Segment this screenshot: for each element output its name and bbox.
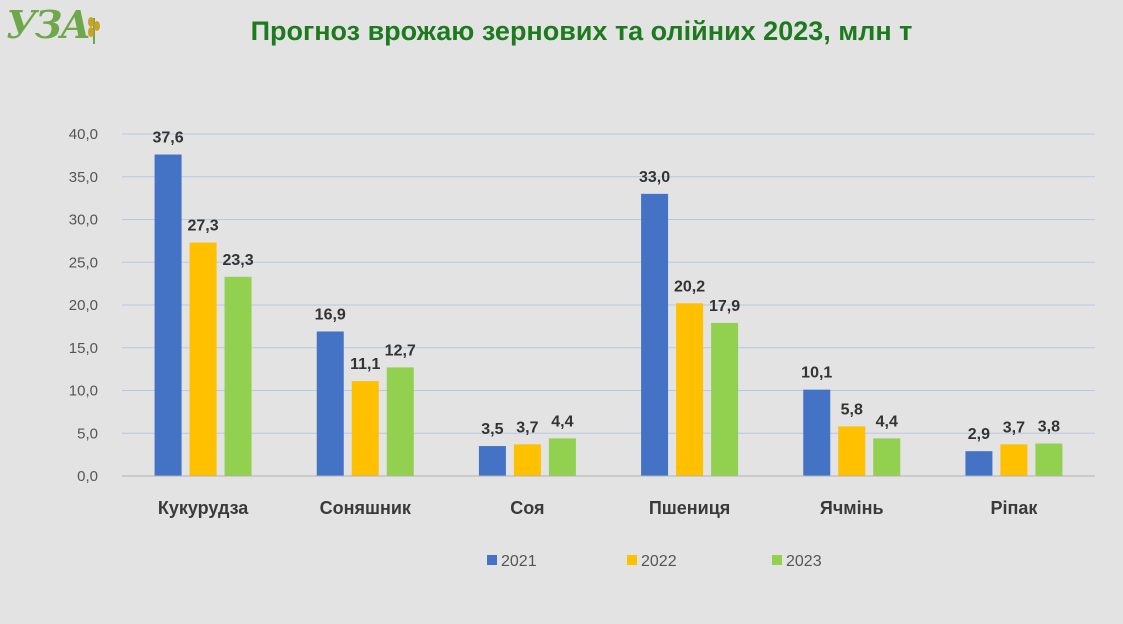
y-tick-label: 15,0	[69, 340, 98, 357]
legend-swatch	[487, 555, 497, 565]
bar	[641, 193, 669, 476]
data-label: 23,3	[223, 252, 254, 269]
y-tick-label: 0,0	[77, 468, 98, 485]
data-label: 5,8	[841, 401, 863, 418]
x-tick-label: Пшениця	[649, 498, 730, 518]
data-label: 4,4	[876, 413, 898, 430]
x-axis: Кукурудза Соняшник Соя Пшениця Ячмінь Ріпак	[122, 475, 1095, 518]
logo-text: УЗА	[6, 2, 91, 47]
y-tick-label: 10,0	[69, 383, 98, 400]
data-label: 11,1	[350, 356, 380, 373]
data-label: 20,2	[674, 278, 705, 295]
legend: 2021 2022 2023	[487, 553, 822, 570]
y-axis: 0,0 5,0 10,0 15,0 20,0 25,0 30,0 35,0 40,0	[69, 126, 98, 485]
bar	[965, 451, 993, 476]
bar	[513, 444, 541, 476]
wheat-icon	[88, 16, 101, 44]
data-label: 3,7	[1003, 419, 1025, 436]
data-label: 2,9	[968, 426, 990, 443]
bar	[676, 303, 704, 476]
legend-swatch	[772, 555, 782, 565]
bar	[1000, 444, 1028, 476]
x-tick-label: Ячмінь	[820, 498, 884, 518]
data-labels: 37,6 27,323,3 16,9 11,1 12,7 3,5 3,7 4,4 33,0 20,…	[153, 130, 1061, 444]
data-label: 17,9	[709, 298, 740, 315]
bar	[711, 322, 739, 476]
bar	[803, 389, 831, 476]
bar	[189, 242, 217, 476]
bar	[548, 438, 576, 476]
y-tick-label: 25,0	[69, 254, 98, 271]
y-tick-label: 5,0	[77, 425, 98, 442]
bar	[1035, 443, 1063, 476]
x-tick-label: Ріпак	[990, 498, 1038, 518]
data-label: 3,8	[1038, 419, 1060, 436]
logo: УЗА	[6, 2, 101, 47]
data-label: 10,1	[801, 365, 832, 382]
gridlines	[122, 133, 1095, 477]
data-label: 4,4	[551, 413, 573, 430]
bar	[154, 154, 182, 476]
bar	[478, 446, 506, 476]
data-label: 27,3	[188, 218, 219, 235]
bar	[838, 426, 866, 476]
y-tick-label: 35,0	[69, 169, 98, 186]
data-label: 3,5	[481, 421, 503, 438]
x-tick-label: Кукурудза	[158, 498, 249, 518]
bar	[316, 331, 344, 476]
y-tick-label: 20,0	[69, 297, 98, 314]
bar	[873, 438, 901, 476]
data-label: 33,0	[639, 169, 670, 186]
legend-swatch	[627, 555, 637, 565]
x-tick-label: Соя	[510, 498, 544, 518]
bars	[154, 154, 1063, 476]
x-tick-label: Соняшник	[320, 498, 412, 518]
legend-label: 2021	[501, 553, 537, 570]
data-label: 37,6	[153, 130, 184, 147]
bar	[351, 381, 379, 476]
y-tick-label: 30,0	[69, 212, 98, 229]
bar	[386, 367, 414, 476]
data-label: 12,7	[385, 342, 416, 359]
bar	[224, 276, 252, 476]
data-label: 16,9	[315, 307, 346, 324]
y-tick-label: 40,0	[69, 126, 98, 143]
data-label: 3,7	[516, 419, 538, 436]
chart-title: Прогноз врожаю зернових та олійних 2023,…	[250, 16, 913, 46]
legend-label: 2023	[786, 553, 822, 570]
legend-label: 2022	[641, 553, 677, 570]
